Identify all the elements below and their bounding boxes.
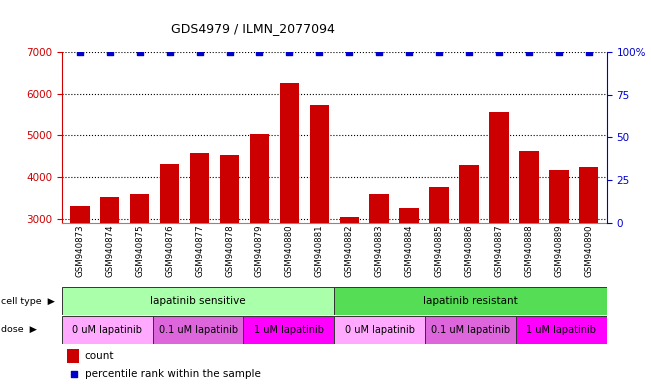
Bar xyxy=(370,194,389,344)
Point xyxy=(68,371,79,377)
Text: 0 uM lapatinib: 0 uM lapatinib xyxy=(344,325,415,335)
Point xyxy=(583,49,594,55)
Bar xyxy=(335,287,607,315)
Bar xyxy=(70,206,90,344)
Bar xyxy=(67,349,79,363)
Text: 0 uM lapatinib: 0 uM lapatinib xyxy=(72,325,143,335)
Bar xyxy=(100,197,120,344)
Text: cell type  ▶: cell type ▶ xyxy=(1,296,55,306)
Point xyxy=(404,49,414,55)
Point xyxy=(284,49,295,55)
Text: 0.1 uM lapatinib: 0.1 uM lapatinib xyxy=(431,325,510,335)
Point xyxy=(553,49,564,55)
Bar xyxy=(489,112,508,344)
Bar xyxy=(250,134,269,344)
Bar xyxy=(190,153,209,344)
Text: 1 uM lapatinib: 1 uM lapatinib xyxy=(254,325,324,335)
Text: percentile rank within the sample: percentile rank within the sample xyxy=(85,369,260,379)
Bar xyxy=(220,155,239,344)
Point xyxy=(255,49,265,55)
Bar xyxy=(152,316,243,344)
Point xyxy=(344,49,354,55)
Bar xyxy=(340,217,359,344)
Point xyxy=(314,49,325,55)
Bar xyxy=(400,208,419,344)
Text: GDS4979 / ILMN_2077094: GDS4979 / ILMN_2077094 xyxy=(171,22,335,35)
Text: lapatinib resistant: lapatinib resistant xyxy=(423,296,518,306)
Bar xyxy=(519,151,538,344)
Bar xyxy=(160,164,180,344)
Bar xyxy=(62,316,152,344)
Text: 1 uM lapatinib: 1 uM lapatinib xyxy=(526,325,596,335)
Point xyxy=(165,49,175,55)
Bar xyxy=(243,316,335,344)
Point xyxy=(225,49,235,55)
Bar xyxy=(310,105,329,344)
Point xyxy=(493,49,504,55)
Point xyxy=(374,49,384,55)
Bar xyxy=(425,316,516,344)
Bar xyxy=(130,194,150,344)
Text: lapatinib sensitive: lapatinib sensitive xyxy=(150,296,246,306)
Point xyxy=(105,49,115,55)
Bar xyxy=(579,167,598,344)
Bar xyxy=(280,83,299,344)
Text: dose  ▶: dose ▶ xyxy=(1,325,36,334)
Bar xyxy=(430,187,449,344)
Bar xyxy=(335,316,425,344)
Bar xyxy=(516,316,607,344)
Point xyxy=(523,49,534,55)
Bar xyxy=(62,287,335,315)
Point xyxy=(464,49,474,55)
Point xyxy=(195,49,205,55)
Point xyxy=(135,49,145,55)
Bar xyxy=(460,165,478,344)
Point xyxy=(75,49,85,55)
Text: count: count xyxy=(85,351,114,361)
Text: 0.1 uM lapatinib: 0.1 uM lapatinib xyxy=(158,325,238,335)
Bar xyxy=(549,170,568,344)
Point xyxy=(434,49,444,55)
